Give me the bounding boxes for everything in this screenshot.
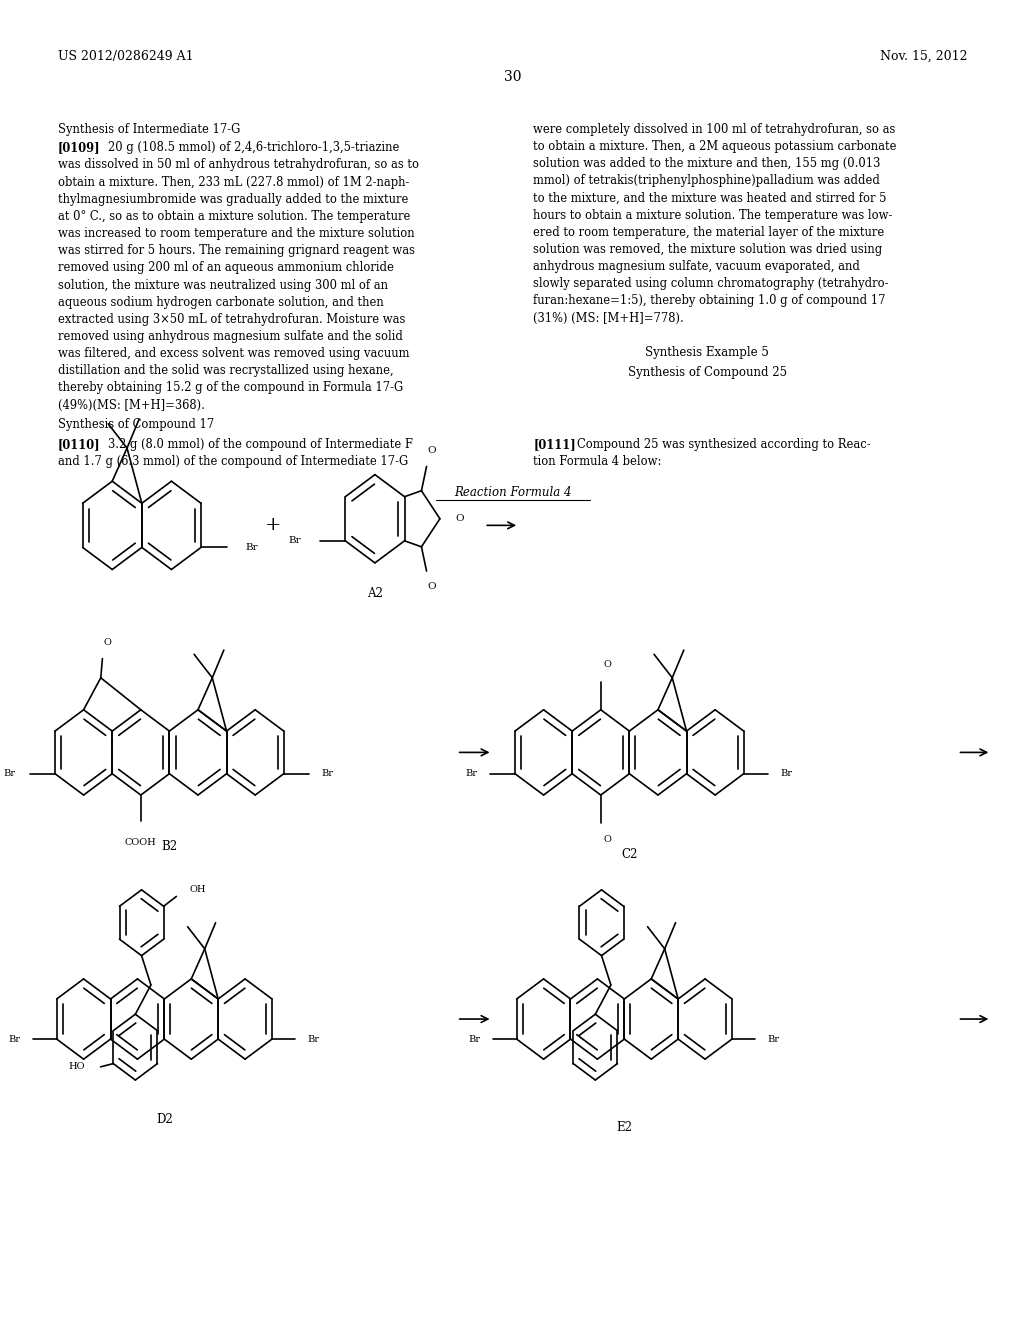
Text: O: O (604, 836, 612, 845)
Text: tion Formula 4 below:: tion Formula 4 below: (534, 455, 662, 469)
Text: D2: D2 (156, 1113, 173, 1126)
Text: obtain a mixture. Then, 233 mL (227.8 mmol) of 1M 2-naph-: obtain a mixture. Then, 233 mL (227.8 mm… (58, 176, 410, 189)
Text: (49%)(MS: [M+H]=368).: (49%)(MS: [M+H]=368). (58, 399, 205, 412)
Text: Br: Br (768, 1035, 779, 1044)
Text: ered to room temperature, the material layer of the mixture: ered to room temperature, the material l… (534, 226, 885, 239)
Text: Br: Br (322, 770, 334, 779)
Text: HO: HO (69, 1063, 85, 1072)
Text: Nov. 15, 2012: Nov. 15, 2012 (881, 50, 968, 63)
Text: [0110]: [0110] (58, 438, 100, 451)
Text: Br: Br (245, 543, 258, 552)
Text: B2: B2 (162, 840, 177, 853)
Text: US 2012/0286249 A1: US 2012/0286249 A1 (58, 50, 194, 63)
Text: A2: A2 (367, 587, 383, 601)
Text: 20 g (108.5 mmol) of 2,4,6-trichloro-1,3,5-triazine: 20 g (108.5 mmol) of 2,4,6-trichloro-1,3… (109, 141, 399, 154)
Text: COOH: COOH (125, 838, 157, 846)
Text: (31%) (MS: [M+H]=778).: (31%) (MS: [M+H]=778). (534, 312, 684, 325)
Text: Br: Br (289, 536, 301, 545)
Text: removed using 200 ml of an aqueous ammonium chloride: removed using 200 ml of an aqueous ammon… (58, 261, 394, 275)
Text: solution, the mixture was neutralized using 300 ml of an: solution, the mixture was neutralized us… (58, 279, 388, 292)
Text: 3.2 g (8.0 mmol) of the compound of Intermediate F: 3.2 g (8.0 mmol) of the compound of Inte… (109, 438, 413, 451)
Text: distillation and the solid was recrystallized using hexane,: distillation and the solid was recrystal… (58, 364, 393, 378)
Text: Br: Br (8, 1035, 20, 1044)
Text: O: O (456, 515, 464, 523)
Text: O: O (427, 582, 436, 591)
Text: [0109]: [0109] (58, 141, 100, 154)
Text: anhydrous magnesium sulfate, vacuum evaporated, and: anhydrous magnesium sulfate, vacuum evap… (534, 260, 860, 273)
Text: Synthesis of Intermediate 17-G: Synthesis of Intermediate 17-G (58, 123, 241, 136)
Text: furan:hexane=1:5), thereby obtaining 1.0 g of compound 17: furan:hexane=1:5), thereby obtaining 1.0… (534, 294, 886, 308)
Text: C2: C2 (622, 849, 638, 861)
Text: Br: Br (780, 770, 793, 779)
Text: was increased to room temperature and the mixture solution: was increased to room temperature and th… (58, 227, 415, 240)
Text: hours to obtain a mixture solution. The temperature was low-: hours to obtain a mixture solution. The … (534, 209, 893, 222)
Text: thereby obtaining 15.2 g of the compound in Formula 17-G: thereby obtaining 15.2 g of the compound… (58, 381, 403, 395)
Text: was dissolved in 50 ml of anhydrous tetrahydrofuran, so as to: was dissolved in 50 ml of anhydrous tetr… (58, 158, 419, 172)
Text: Synthesis Example 5: Synthesis Example 5 (645, 346, 769, 359)
Text: thylmagnesiumbromide was gradually added to the mixture: thylmagnesiumbromide was gradually added… (58, 193, 409, 206)
Text: Compound 25 was synthesized according to Reac-: Compound 25 was synthesized according to… (578, 438, 871, 451)
Text: Br: Br (468, 1035, 480, 1044)
Text: 30: 30 (504, 70, 521, 84)
Text: were completely dissolved in 100 ml of tetrahydrofuran, so as: were completely dissolved in 100 ml of t… (534, 123, 896, 136)
Text: removed using anhydrous magnesium sulfate and the solid: removed using anhydrous magnesium sulfat… (58, 330, 402, 343)
Text: solution was added to the mixture and then, 155 mg (0.013: solution was added to the mixture and th… (534, 157, 881, 170)
Text: O: O (427, 446, 436, 455)
Text: slowly separated using column chromatography (tetrahydro-: slowly separated using column chromatogr… (534, 277, 889, 290)
Text: Br: Br (3, 770, 15, 779)
Text: and 1.7 g (6.3 mmol) of the compound of Intermediate 17-G: and 1.7 g (6.3 mmol) of the compound of … (58, 455, 409, 469)
Text: solution was removed, the mixture solution was dried using: solution was removed, the mixture soluti… (534, 243, 883, 256)
Text: was stirred for 5 hours. The remaining grignard reagent was: was stirred for 5 hours. The remaining g… (58, 244, 415, 257)
Text: was filtered, and excess solvent was removed using vacuum: was filtered, and excess solvent was rem… (58, 347, 410, 360)
Text: O: O (604, 660, 612, 669)
Text: extracted using 3×50 mL of tetrahydrofuran. Moisture was: extracted using 3×50 mL of tetrahydrofur… (58, 313, 406, 326)
Text: [0111]: [0111] (534, 438, 577, 451)
Text: aqueous sodium hydrogen carbonate solution, and then: aqueous sodium hydrogen carbonate soluti… (58, 296, 384, 309)
Text: mmol) of tetrakis(triphenylphosphine)palladium was added: mmol) of tetrakis(triphenylphosphine)pal… (534, 174, 881, 187)
Text: Br: Br (465, 770, 477, 779)
Text: Synthesis of Compound 17: Synthesis of Compound 17 (58, 418, 214, 432)
Text: Reaction Formula 4: Reaction Formula 4 (455, 486, 571, 499)
Text: O: O (103, 639, 112, 647)
Text: OH: OH (189, 886, 206, 895)
Text: E2: E2 (616, 1121, 632, 1134)
Text: Synthesis of Compound 25: Synthesis of Compound 25 (628, 366, 786, 379)
Text: to obtain a mixture. Then, a 2M aqueous potassium carbonate: to obtain a mixture. Then, a 2M aqueous … (534, 140, 897, 153)
Text: +: + (264, 516, 281, 535)
Text: at 0° C., so as to obtain a mixture solution. The temperature: at 0° C., so as to obtain a mixture solu… (58, 210, 411, 223)
Text: Br: Br (307, 1035, 319, 1044)
Text: to the mixture, and the mixture was heated and stirred for 5: to the mixture, and the mixture was heat… (534, 191, 887, 205)
